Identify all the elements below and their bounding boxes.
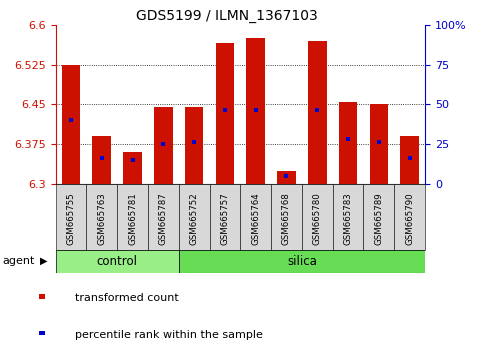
- Bar: [339, 102, 357, 184]
- Bar: [364, 184, 394, 250]
- Bar: [400, 136, 419, 184]
- Text: GSM665789: GSM665789: [374, 192, 384, 245]
- Text: silica: silica: [287, 255, 317, 268]
- Bar: [179, 184, 210, 250]
- Bar: [369, 104, 388, 184]
- Bar: [62, 64, 80, 184]
- Bar: [39, 331, 45, 335]
- Text: percentile rank within the sample: percentile rank within the sample: [75, 330, 263, 339]
- Text: GSM665781: GSM665781: [128, 192, 137, 245]
- Bar: [277, 171, 296, 184]
- Bar: [394, 184, 425, 250]
- Bar: [148, 184, 179, 250]
- Bar: [86, 184, 117, 250]
- Bar: [154, 107, 172, 184]
- Text: GSM665787: GSM665787: [159, 192, 168, 245]
- Bar: [117, 184, 148, 250]
- Bar: [39, 295, 45, 299]
- Text: GSM665757: GSM665757: [220, 192, 229, 245]
- Text: GSM665764: GSM665764: [251, 192, 260, 245]
- Text: GSM665790: GSM665790: [405, 192, 414, 245]
- Text: GSM665780: GSM665780: [313, 192, 322, 245]
- Text: ▶: ▶: [40, 256, 47, 266]
- Text: GSM665763: GSM665763: [97, 192, 106, 245]
- Bar: [302, 184, 333, 250]
- Bar: [240, 184, 271, 250]
- Bar: [123, 152, 142, 184]
- Text: agent: agent: [2, 256, 35, 266]
- Bar: [246, 38, 265, 184]
- Bar: [179, 250, 425, 273]
- Bar: [271, 184, 302, 250]
- Text: GSM665752: GSM665752: [190, 192, 199, 245]
- Text: GDS5199 / ILMN_1367103: GDS5199 / ILMN_1367103: [136, 9, 318, 23]
- Text: GSM665755: GSM665755: [67, 192, 75, 245]
- Bar: [56, 250, 179, 273]
- Bar: [56, 184, 86, 250]
- Bar: [210, 184, 240, 250]
- Text: control: control: [97, 255, 138, 268]
- Text: transformed count: transformed count: [75, 293, 179, 303]
- Bar: [333, 184, 364, 250]
- Text: GSM665783: GSM665783: [343, 192, 353, 245]
- Bar: [215, 43, 234, 184]
- Bar: [92, 136, 111, 184]
- Text: GSM665768: GSM665768: [282, 192, 291, 245]
- Bar: [308, 41, 327, 184]
- Bar: [185, 107, 203, 184]
